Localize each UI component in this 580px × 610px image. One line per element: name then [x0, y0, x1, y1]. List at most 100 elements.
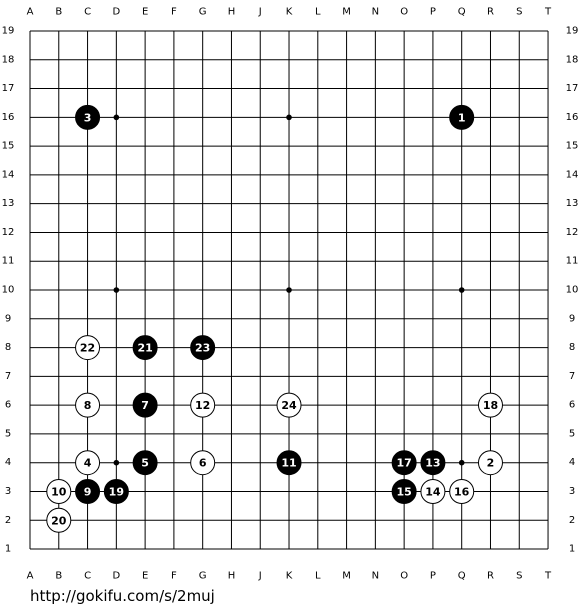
- column-label: M: [342, 571, 351, 582]
- row-label: 3: [569, 486, 575, 497]
- stone: [75, 478, 101, 504]
- row-label: 14: [2, 169, 15, 180]
- move-number: 5: [141, 457, 149, 470]
- row-label: 19: [2, 26, 15, 37]
- column-label: L: [315, 7, 321, 18]
- stone: [132, 335, 158, 361]
- star-point: [113, 459, 120, 466]
- row-label: 12: [2, 227, 15, 238]
- column-label: N: [372, 571, 379, 582]
- column-label: C: [84, 571, 91, 582]
- column-label: P: [430, 571, 436, 582]
- column-label: F: [171, 7, 177, 18]
- row-label: 15: [566, 141, 579, 152]
- column-label: R: [487, 571, 494, 582]
- row-label: 18: [2, 54, 15, 65]
- column-label: E: [142, 571, 148, 582]
- column-label: H: [228, 7, 236, 18]
- column-label: S: [516, 7, 522, 18]
- row-label: 15: [2, 141, 15, 152]
- star-point: [458, 459, 465, 466]
- move-number: 19: [109, 485, 124, 498]
- move-number: 13: [425, 457, 440, 470]
- column-label: B: [55, 571, 62, 582]
- row-label: 19: [566, 26, 579, 37]
- stone: [449, 478, 475, 504]
- stone: [103, 478, 129, 504]
- row-label: 2: [5, 515, 11, 526]
- row-label: 10: [566, 285, 579, 296]
- stone: [420, 478, 446, 504]
- move-number: 11: [281, 457, 296, 470]
- row-label: 11: [2, 256, 15, 267]
- star-point: [113, 287, 120, 293]
- column-label: S: [516, 571, 522, 582]
- stone: [132, 392, 158, 418]
- move-number: 12: [195, 399, 210, 412]
- column-label: H: [228, 571, 236, 582]
- stone: [46, 507, 72, 533]
- column-label: A: [27, 7, 34, 18]
- stone: [391, 450, 417, 476]
- column-label: O: [400, 571, 408, 582]
- column-label: O: [400, 7, 408, 18]
- row-label: 16: [2, 112, 15, 123]
- source-url: http://gokifu.com/s/2muj: [30, 587, 215, 605]
- row-label: 14: [566, 169, 579, 180]
- column-label: E: [142, 7, 148, 18]
- row-label: 17: [566, 83, 579, 94]
- row-label: 4: [5, 457, 11, 468]
- star-point: [458, 287, 465, 293]
- column-label: F: [171, 571, 177, 582]
- row-label: 18: [566, 54, 579, 65]
- column-label: K: [286, 7, 293, 18]
- stone: [75, 335, 101, 361]
- move-number: 16: [454, 485, 470, 498]
- column-label: T: [544, 571, 552, 582]
- column-label: L: [315, 571, 321, 582]
- column-label: M: [342, 7, 351, 18]
- stone: [190, 392, 216, 418]
- move-number: 18: [483, 399, 498, 412]
- row-label: 4: [569, 457, 575, 468]
- row-label: 12: [566, 227, 579, 238]
- row-label: 2: [569, 515, 575, 526]
- row-label: 16: [566, 112, 579, 123]
- row-label: 5: [569, 428, 575, 439]
- stone: [190, 335, 216, 361]
- star-point: [113, 114, 120, 121]
- stone: [75, 450, 101, 476]
- row-label: 8: [5, 342, 11, 353]
- stone: [276, 392, 302, 418]
- column-label: C: [84, 7, 91, 18]
- column-label: Q: [458, 571, 466, 582]
- row-label: 8: [569, 342, 575, 353]
- column-label: J: [258, 571, 262, 582]
- move-number: 21: [137, 342, 152, 355]
- move-number: 24: [281, 399, 297, 412]
- move-number: 23: [195, 342, 210, 355]
- row-label: 17: [2, 83, 15, 94]
- row-label: 9: [5, 313, 11, 324]
- stone: [190, 450, 216, 476]
- star-point: [286, 287, 292, 293]
- row-label: 13: [566, 198, 579, 209]
- move-number: 15: [396, 485, 411, 498]
- star-point: [286, 114, 292, 121]
- row-label: 6: [5, 400, 11, 411]
- row-label: 1: [569, 544, 575, 555]
- column-label: K: [286, 571, 293, 582]
- stone: [132, 450, 158, 476]
- move-number: 10: [51, 485, 67, 498]
- stone: [391, 478, 417, 504]
- move-number: 8: [84, 399, 92, 412]
- column-label: P: [430, 7, 436, 18]
- move-number: 22: [80, 342, 95, 355]
- move-number: 9: [84, 485, 92, 498]
- column-label: R: [487, 7, 494, 18]
- move-number: 1: [458, 111, 466, 124]
- stone: [477, 392, 503, 418]
- stone: [46, 478, 72, 504]
